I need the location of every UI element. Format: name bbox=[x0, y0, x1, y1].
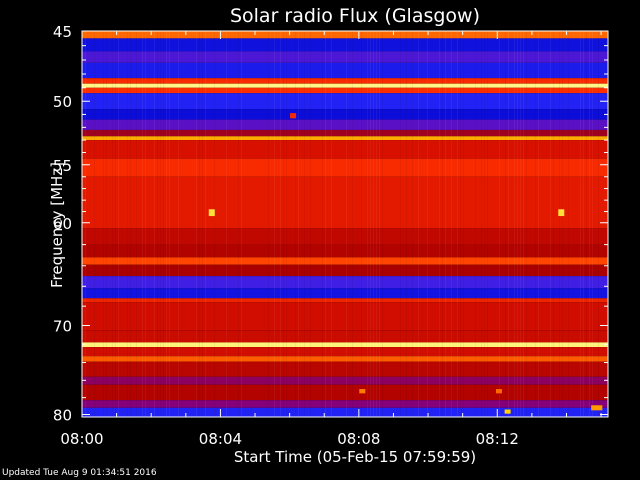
x-axis-label: Start Time (05-Feb-15 07:59:59) bbox=[234, 448, 476, 466]
y-tick-label: 50 bbox=[53, 93, 72, 111]
y-tick-label: 70 bbox=[53, 318, 72, 336]
x-tick-label: 08:00 bbox=[60, 430, 103, 448]
frequency-band-5 bbox=[82, 83, 608, 88]
frequency-band-24 bbox=[82, 342, 608, 348]
chart-title: Solar radio Flux (Glasgow) bbox=[230, 5, 480, 27]
frequency-band-25 bbox=[82, 347, 608, 357]
frequency-band-0 bbox=[82, 31, 608, 39]
frequency-band-8 bbox=[82, 109, 608, 120]
burst-5 bbox=[504, 409, 511, 414]
y-tick-label: 60 bbox=[53, 215, 72, 233]
burst-4 bbox=[495, 389, 502, 394]
frequency-band-6 bbox=[82, 87, 608, 94]
frequency-band-23 bbox=[82, 330, 608, 343]
frequency-band-28 bbox=[82, 376, 608, 385]
frequency-band-1 bbox=[82, 38, 608, 52]
y-tick-label: 45 bbox=[53, 23, 72, 41]
frequency-band-29 bbox=[82, 384, 608, 401]
y-axis-label: Frequency [MHz] bbox=[48, 162, 66, 288]
frequency-band-30 bbox=[82, 400, 608, 408]
burst-6 bbox=[591, 405, 598, 411]
burst-3 bbox=[359, 389, 366, 394]
spectrogram-texture bbox=[85, 31, 608, 417]
frequency-band-4 bbox=[82, 78, 608, 84]
frequency-band-16 bbox=[82, 244, 608, 258]
burst-0 bbox=[208, 209, 215, 217]
frequency-band-11 bbox=[82, 136, 608, 141]
frequency-band-3 bbox=[82, 62, 608, 79]
frequency-band-17 bbox=[82, 257, 608, 265]
frequency-band-14 bbox=[82, 176, 608, 229]
x-tick-label: 08:08 bbox=[337, 430, 380, 448]
frequency-band-31 bbox=[82, 407, 608, 417]
plot-area bbox=[82, 31, 608, 417]
frequency-band-15 bbox=[82, 228, 608, 245]
frequency-band-7 bbox=[82, 93, 608, 110]
burst-2 bbox=[290, 113, 297, 119]
frequency-band-13 bbox=[82, 158, 608, 177]
frequency-band-9 bbox=[82, 119, 608, 130]
frequency-band-2 bbox=[82, 51, 608, 63]
frequency-band-22 bbox=[82, 302, 608, 331]
axes: 08:00 08:04 08:08 08:12 45 50 55 60 70 80 bbox=[53, 23, 609, 448]
x-tick-label: 08:12 bbox=[476, 430, 519, 448]
frequency-band-18 bbox=[82, 264, 608, 277]
plot-frame bbox=[81, 30, 609, 418]
frequency-band-20 bbox=[82, 288, 608, 299]
frequency-band-12 bbox=[82, 140, 608, 159]
frequency-band-19 bbox=[82, 276, 608, 289]
updated-timestamp: Updated Tue Aug 9 01:34:51 2016 bbox=[2, 468, 157, 478]
frequency-band-21 bbox=[82, 298, 608, 303]
burst-1 bbox=[558, 209, 565, 217]
x-tick-label: 08:04 bbox=[199, 430, 242, 448]
y-tick-label: 80 bbox=[53, 407, 72, 425]
y-tick-label: 55 bbox=[53, 157, 72, 175]
burst-7 bbox=[596, 405, 603, 411]
frequency-band-26 bbox=[82, 356, 608, 362]
frequency-band-10 bbox=[82, 129, 608, 137]
frequency-band-27 bbox=[82, 361, 608, 377]
